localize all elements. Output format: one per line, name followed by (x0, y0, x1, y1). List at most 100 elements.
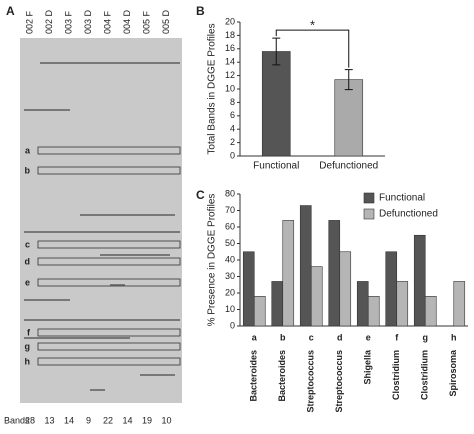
y-tick-label: 2 (230, 137, 235, 147)
error-bar (272, 37, 281, 66)
y-tick-label: 20 (225, 16, 235, 26)
band-box (37, 342, 181, 351)
bands-label: Bands (4, 415, 30, 425)
bar (339, 251, 352, 327)
band-box (37, 278, 181, 287)
y-tick-label: 8 (230, 97, 235, 107)
x-tick-label: c (309, 332, 314, 342)
taxon-label: Streptococcus (334, 350, 344, 413)
lane-label: 005 D (161, 9, 171, 34)
band-letter: b (25, 165, 31, 175)
band-box (37, 357, 181, 366)
bar (282, 220, 295, 327)
band-box (37, 166, 181, 175)
annotation: * (310, 18, 315, 33)
gel-bands (24, 62, 180, 391)
panel-label: A (6, 4, 15, 18)
bar (271, 281, 284, 327)
bar (310, 266, 323, 327)
y-tick-label: 12 (225, 70, 235, 80)
band-box (37, 257, 181, 266)
panel-label: C (196, 188, 205, 202)
band-letter: f (27, 327, 31, 337)
band-count: 10 (161, 415, 171, 425)
band-count: 14 (122, 415, 132, 425)
y-tick-label: 0 (230, 150, 235, 160)
y-tick-label: 4 (230, 124, 235, 134)
x-tick-label: d (337, 332, 343, 342)
x-tick-label: e (366, 332, 371, 342)
lane-label: 004 D (122, 9, 132, 34)
gel-image (20, 38, 182, 403)
bar (385, 251, 398, 327)
bar (299, 205, 312, 327)
x-tick-label: Functional (253, 161, 299, 172)
bar (261, 51, 291, 157)
y-tick-label: 70 (225, 205, 235, 215)
bar (413, 234, 426, 327)
band-letter: g (25, 341, 31, 351)
x-tick-label: b (280, 332, 286, 342)
legend-swatch (363, 208, 375, 220)
taxon-label: Clostridium (420, 350, 430, 400)
y-tick-label: 10 (225, 83, 235, 93)
y-tick-label: 50 (225, 238, 235, 248)
y-tick-label: 60 (225, 221, 235, 231)
y-tick-label: 16 (225, 43, 235, 53)
band-letter: h (25, 356, 31, 366)
band-box (37, 240, 181, 249)
x-tick-label: f (395, 332, 399, 342)
y-tick-label: 30 (225, 271, 235, 281)
lane-label: 003 F (63, 10, 73, 34)
bar (396, 281, 409, 327)
y-tick-label: 80 (225, 188, 235, 198)
legend-label: Defunctioned (379, 209, 438, 220)
band-count: 13 (44, 415, 54, 425)
x-tick-label: a (252, 332, 258, 342)
taxon-label: Shigella (363, 349, 373, 385)
x-tick-label: g (423, 332, 429, 342)
band-box (37, 146, 181, 155)
y-tick-label: 20 (225, 287, 235, 297)
band-count: 28 (25, 415, 35, 425)
lane-label: 002 F (24, 10, 34, 34)
bar (367, 295, 380, 327)
band-count: 22 (103, 415, 113, 425)
lane-label: 004 F (102, 10, 112, 34)
y-tick-label: 10 (225, 304, 235, 314)
y-tick-label: 18 (225, 30, 235, 40)
y-tick-label: 6 (230, 110, 235, 120)
y-tick-label: 40 (225, 254, 235, 264)
lane-label: 003 D (83, 9, 93, 34)
error-bar (344, 69, 353, 91)
x-tick-label: h (451, 332, 457, 342)
bar (424, 295, 437, 327)
bar (328, 220, 341, 327)
y-axis-label: % Presence in DGGE Profiles (207, 194, 218, 327)
y-tick-label: 0 (230, 320, 235, 330)
bar (453, 281, 466, 327)
taxon-label: Bacteroides (277, 350, 287, 402)
x-tick-label: Defunctioned (319, 161, 378, 172)
y-axis-label: Total Bands in DGGE Profiles (207, 23, 218, 154)
legend-swatch (363, 192, 375, 204)
bar (242, 251, 255, 327)
band-count: 9 (86, 415, 91, 425)
band-letter: a (25, 145, 31, 155)
taxon-label: Streptococcus (306, 350, 316, 413)
band-letter: d (25, 256, 31, 266)
taxon-label: Spirosoma (448, 349, 458, 397)
taxon-label: Bacteroides (249, 350, 259, 402)
band-count: 14 (64, 415, 74, 425)
bar (356, 281, 369, 327)
lane-label: 005 F (141, 10, 151, 34)
significance-bracket (275, 29, 350, 68)
lane-label: 002 D (44, 9, 54, 34)
panel-label: B (196, 4, 205, 18)
band-count: 19 (142, 415, 152, 425)
band-letter: e (25, 277, 30, 287)
bar (334, 79, 364, 157)
band-box (37, 328, 181, 337)
legend-label: Functional (379, 193, 425, 204)
